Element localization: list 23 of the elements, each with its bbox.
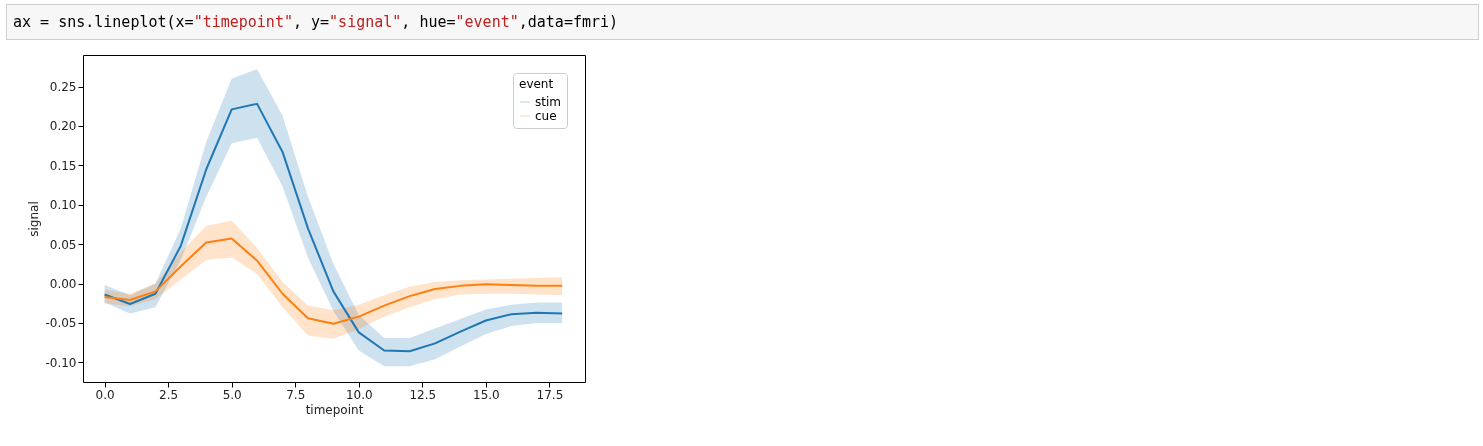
x-tick-label: 2.5 <box>159 387 179 402</box>
y-tick-label: 0.10 <box>49 198 77 213</box>
x-tick-label: 15.0 <box>473 387 500 402</box>
legend-label: stim <box>535 95 561 109</box>
x-tick-label: 10.0 <box>345 387 373 402</box>
y-tick-label: 0.00 <box>49 277 77 292</box>
x-tick-label: 5.0 <box>222 387 242 402</box>
x-tick-label: 17.5 <box>536 387 564 402</box>
x-axis-title: timepoint <box>305 402 364 417</box>
y-tick-label: -0.05 <box>45 316 77 331</box>
line-series <box>103 237 564 325</box>
y-tick-label: 0.25 <box>49 80 77 95</box>
legend-label: cue <box>535 109 557 123</box>
y-tick-label: -0.10 <box>45 355 77 370</box>
y-tick-label: 0.05 <box>49 237 77 252</box>
x-tick-label: 0.0 <box>95 387 115 402</box>
y-axis-title: signal <box>27 201 42 237</box>
y-tick-label: 0.15 <box>49 158 77 173</box>
x-tick-label: 12.5 <box>409 387 437 402</box>
text: ax = sns.lineplot(x="timepoint", y="signal", hue="event",data=fmri) <box>13 13 619 31</box>
y-tick-label: 0.20 <box>49 119 77 134</box>
legend-title: event <box>519 77 554 91</box>
x-tick-label: 7.5 <box>286 387 306 402</box>
